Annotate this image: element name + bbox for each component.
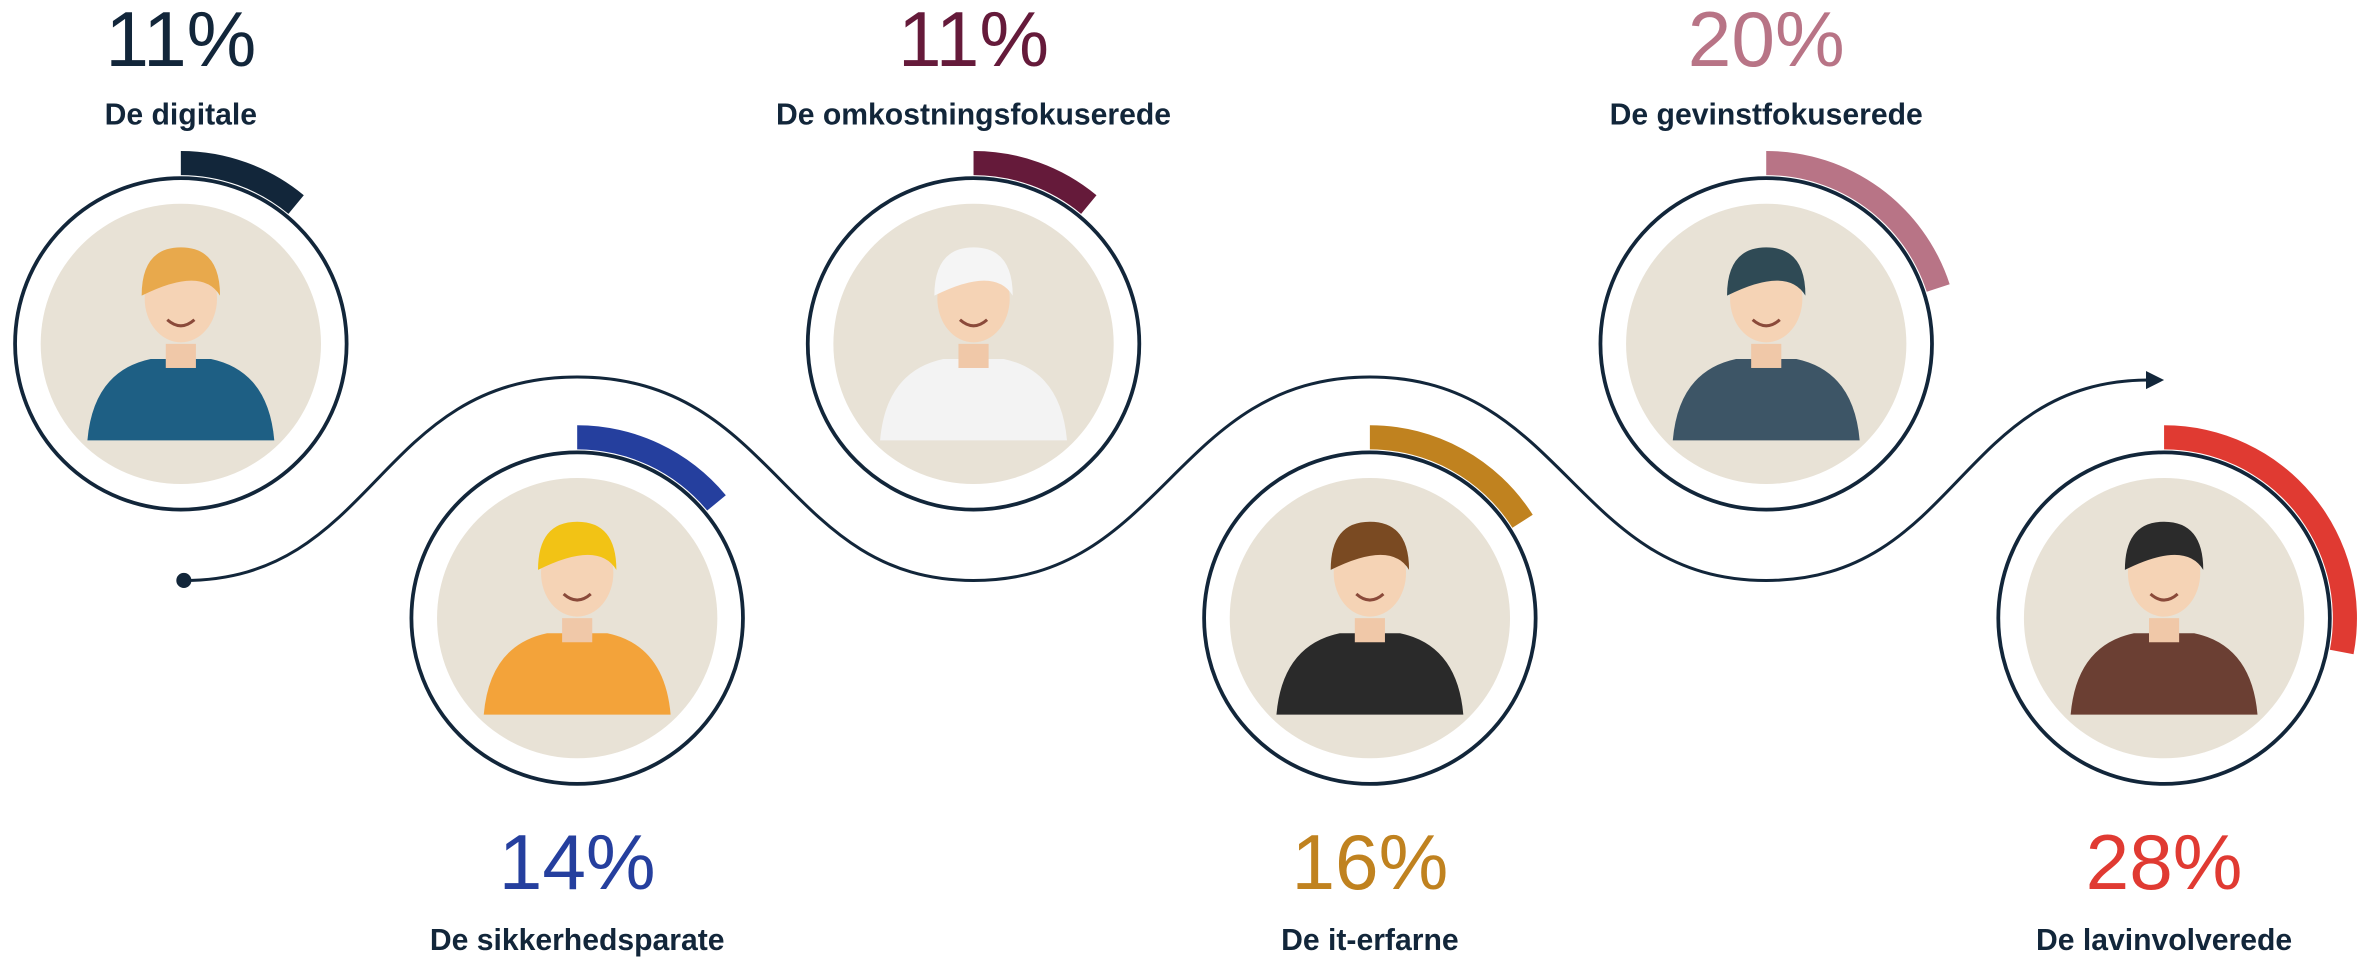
percent-label: 11% [898, 0, 1049, 83]
start-dot [176, 572, 192, 589]
avatar-body [1276, 633, 1464, 715]
share-arc [973, 150, 1097, 214]
persona: 11% De omkostningsfokuserede [776, 0, 1171, 512]
persona-name: De it-erfarne [1281, 924, 1458, 957]
persona-name: De omkostningsfokuserede [776, 98, 1171, 131]
avatar-neck [2149, 618, 2180, 643]
avatar-body [87, 358, 275, 441]
percent-label: 11% [105, 0, 256, 83]
share-arc [2164, 425, 2357, 655]
persona: 16% De it-erfarne [1202, 425, 1538, 957]
avatar-smile [1751, 318, 1781, 328]
percent-label: 16% [1291, 818, 1448, 906]
persona: 11% De digitale [13, 0, 349, 512]
avatar-neck [562, 618, 593, 643]
percent-label: 28% [2086, 818, 2243, 906]
persona-name: De lavinvolverede [2036, 924, 2292, 957]
avatar-hair [141, 247, 221, 296]
avatar-smile [166, 318, 196, 328]
avatar-hair [1330, 521, 1410, 570]
avatar-neck [1354, 618, 1385, 643]
share-arc [1369, 425, 1533, 528]
avatar-smile [1355, 592, 1385, 602]
avatar-neck [958, 343, 989, 368]
avatar-body [880, 358, 1067, 441]
percent-label: 14% [499, 818, 656, 906]
arrow-head [2145, 370, 2165, 390]
avatar-hair [2124, 521, 2204, 570]
percent-label: 20% [1688, 0, 1845, 83]
persona: 14% De sikkerhedsparate [409, 425, 745, 957]
persona-name: De gevinstfokuserede [1610, 98, 1923, 131]
avatar-neck [1751, 343, 1782, 368]
avatar-smile [562, 592, 592, 602]
share-arc [180, 150, 304, 214]
persona-name: De sikkerhedsparate [430, 924, 725, 957]
wave-line [183, 375, 2150, 582]
avatar-body [1672, 358, 1860, 441]
share-arc [1766, 150, 1950, 292]
avatar-smile [958, 318, 989, 328]
avatar-hair [934, 247, 1013, 296]
rings: 11% De digitale 14% De sikkerhedsparate 11% D… [13, 0, 2357, 957]
persona-name: De digitale [105, 98, 257, 131]
avatar-body [483, 633, 671, 715]
avatar-hair [538, 521, 617, 570]
avatar-neck [165, 343, 196, 368]
avatar-smile [2149, 592, 2179, 602]
persona: 20% De gevinstfokuserede [1598, 0, 1950, 512]
avatar-body [2070, 633, 2258, 715]
persona: 28% De lavinvolverede [1996, 425, 2357, 957]
share-arc [577, 425, 726, 511]
avatar-hair [1727, 247, 1806, 296]
